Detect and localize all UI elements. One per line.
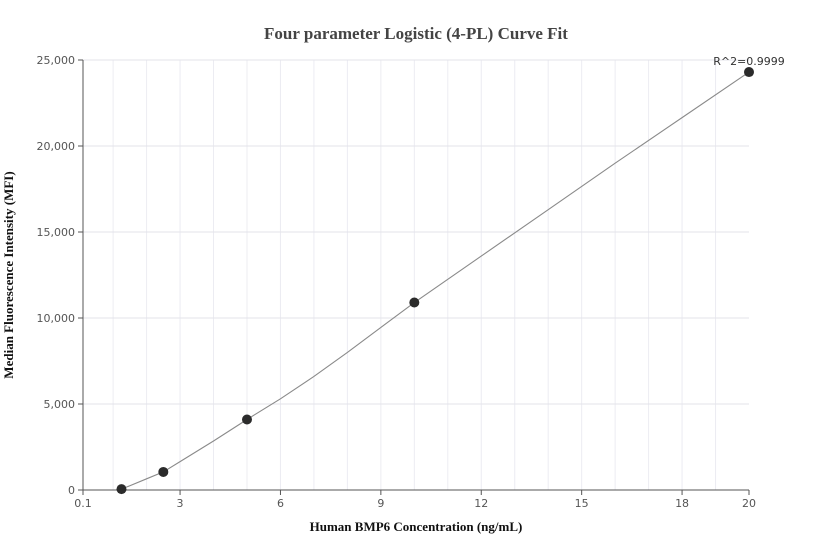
- fit-curve: [121, 71, 750, 490]
- data-point: [116, 484, 127, 495]
- r-squared-annotation: R^2=0.9999: [713, 55, 785, 68]
- data-point: [241, 414, 252, 425]
- y-tick-label: 25,000: [37, 54, 76, 67]
- data-point: [744, 67, 754, 78]
- points-layer: [116, 67, 754, 495]
- y-tick-label: 10,000: [37, 312, 76, 325]
- y-tick-label: 0: [68, 484, 75, 497]
- y-axis-title: Median Fluorescence Intensity (MFI): [1, 171, 16, 378]
- data-point: [409, 297, 420, 308]
- y-tick-label: 15,000: [37, 226, 76, 239]
- x-tick-label: 18: [675, 497, 689, 510]
- x-tick-label: 15: [575, 497, 589, 510]
- chart-title: Four parameter Logistic (4-PL) Curve Fit: [264, 24, 568, 43]
- x-tick-label: 9: [377, 497, 384, 510]
- x-tick-label: 12: [474, 497, 488, 510]
- x-tick-label: 3: [177, 497, 184, 510]
- x-tick-label: 20: [742, 497, 756, 510]
- data-point: [158, 466, 169, 477]
- axes-layer: [82, 60, 749, 491]
- x-tick-label: 6: [277, 497, 284, 510]
- ticks-layer: 0.1 3 6 9 12 15 18 20 0 5,000 10,000 15,000 20,000 25…: [37, 54, 757, 510]
- y-tick-label: 20,000: [37, 140, 76, 153]
- x-axis-title: Human BMP6 Concentration (ng/mL): [310, 519, 523, 534]
- y-tick-label: 5,000: [44, 398, 76, 411]
- grid-layer: [83, 59, 749, 490]
- x-tick-label: 0.1: [74, 497, 92, 510]
